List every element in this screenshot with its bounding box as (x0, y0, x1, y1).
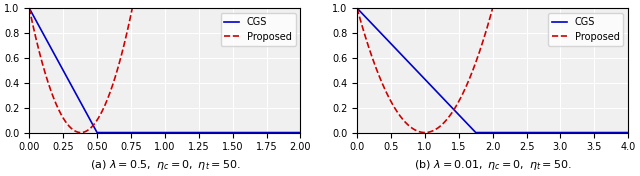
CGS (239, 131, 247, 134)
Proposed (39, 65, 47, 67)
CGS (353, 7, 361, 9)
Line: Proposed: Proposed (357, 0, 628, 133)
Proposed (353, 7, 361, 9)
CGS (485, 131, 493, 134)
X-axis label: (b) $\lambda = 0.01,\ \eta_c = 0,\ \eta_t = 50.$: (b) $\lambda = 0.01,\ \eta_c = 0,\ \eta_… (413, 158, 572, 172)
CGS (478, 131, 486, 134)
CGS (625, 131, 632, 134)
Line: CGS: CGS (29, 8, 300, 133)
Proposed (485, 20, 493, 22)
Proposed (26, 7, 33, 9)
Line: Proposed: Proposed (29, 0, 300, 133)
CGS (93, 131, 101, 134)
CGS (616, 131, 624, 134)
Proposed (421, 131, 429, 134)
Legend: CGS, Proposed: CGS, Proposed (548, 13, 623, 46)
CGS (157, 131, 165, 134)
Proposed (478, 43, 486, 46)
CGS (39, 33, 47, 35)
Proposed (367, 53, 375, 55)
Line: CGS: CGS (357, 8, 628, 133)
CGS (567, 131, 575, 134)
CGS (26, 7, 33, 9)
CGS (289, 131, 296, 134)
X-axis label: (a) $\lambda = 0.5,\ \eta_c = 0,\ \eta_t = 50.$: (a) $\lambda = 0.5,\ \eta_c = 0,\ \eta_t… (90, 158, 240, 172)
CGS (296, 131, 304, 134)
CGS (616, 131, 624, 134)
CGS (289, 131, 296, 134)
Legend: CGS, Proposed: CGS, Proposed (221, 13, 296, 46)
CGS (150, 131, 158, 134)
Proposed (77, 131, 84, 134)
CGS (472, 131, 479, 134)
CGS (367, 22, 375, 24)
